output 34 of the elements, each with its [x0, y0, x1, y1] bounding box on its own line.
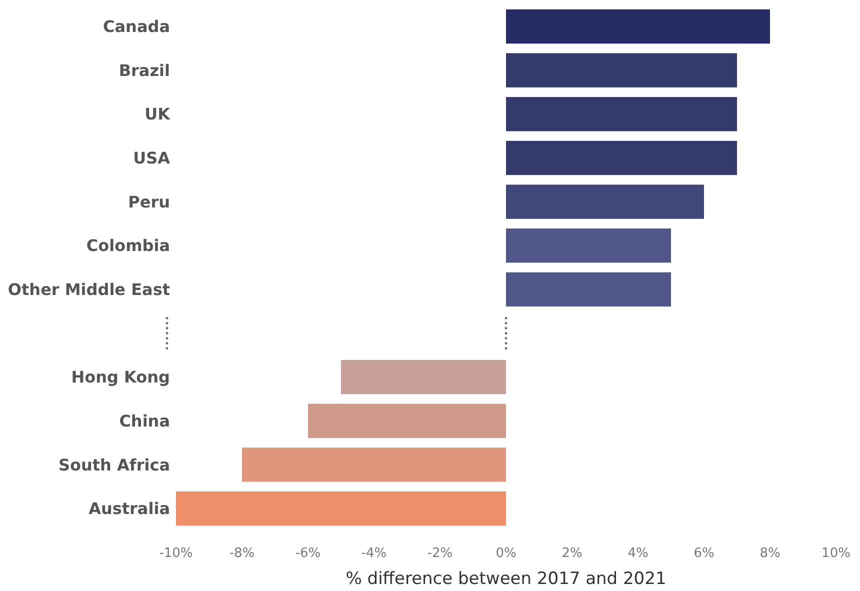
x-tick-label: 10% [822, 546, 850, 561]
x-tick-label: -6% [295, 546, 321, 561]
bar [506, 9, 770, 44]
y-tick-label: Australia [88, 499, 170, 518]
y-tick-label: UK [144, 104, 171, 124]
x-tick-label: 2% [562, 546, 582, 561]
x-tick-label: 4% [628, 546, 648, 561]
x-tick-label: -2% [427, 546, 453, 561]
bar [506, 97, 737, 132]
y-tick-label: South Africa [58, 455, 170, 474]
x-axis-title: % difference between 2017 and 2021 [346, 569, 666, 589]
x-tick-label: -10% [159, 546, 193, 561]
x-tick-label: 6% [694, 546, 714, 561]
y-tick-label: Peru [128, 192, 170, 212]
y-tick-label: Brazil [118, 60, 170, 80]
x-tick-label: -4% [361, 546, 387, 561]
bar [242, 448, 506, 482]
y-tick-label: Canada [103, 17, 170, 36]
x-tick-label: 8% [760, 546, 780, 561]
y-tick-label: Hong Kong [71, 368, 170, 387]
y-tick-label: USA [133, 148, 171, 168]
bar [506, 272, 671, 307]
bar [308, 404, 506, 438]
y-tick-label: Other Middle East [8, 280, 170, 300]
bar [341, 360, 506, 394]
bar [506, 140, 737, 176]
bar [506, 53, 737, 88]
bar [176, 491, 506, 526]
x-tick-label: -8% [229, 546, 255, 561]
y-tick-label: Colombia [86, 236, 170, 256]
bar [506, 184, 704, 219]
y-tick-label: China [119, 411, 170, 430]
bar [506, 228, 671, 263]
x-tick-label: 0% [496, 546, 516, 561]
